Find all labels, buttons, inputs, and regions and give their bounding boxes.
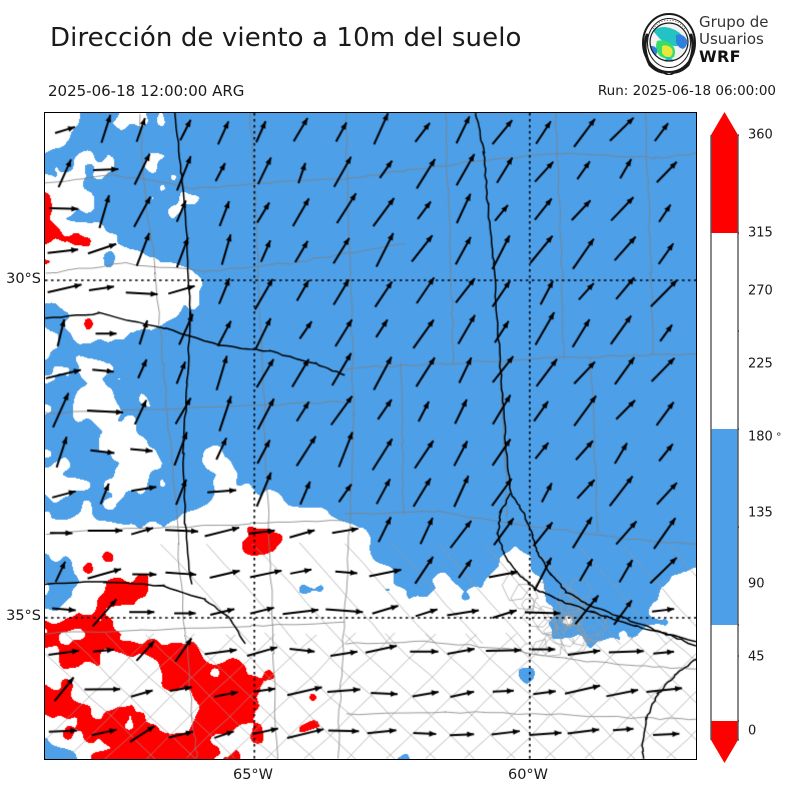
colorbar-tick-135: 135	[748, 505, 773, 521]
colorbar-tick-225: 225	[748, 356, 773, 372]
lon-tick-60w: 60°W	[507, 767, 549, 783]
colorbar	[710, 112, 739, 763]
page-title: Dirección de viento a 10m del suelo	[50, 23, 522, 53]
valid-time-label: 2025-06-18 12:00:00 ARG	[48, 82, 245, 100]
colorbar-tick-270: 270	[748, 283, 773, 299]
colorbar-tick-315: 315	[748, 225, 773, 241]
colorbar-unit-label: °	[776, 430, 782, 444]
lat-tick-35s: 35°S	[6, 608, 41, 624]
colorbar-tick-360: 360	[748, 127, 773, 143]
lat-tick-30s: 30°S	[6, 271, 41, 287]
lon-tick-65w: 65°W	[232, 767, 274, 783]
logo-line-1: Grupo de	[699, 13, 769, 31]
logo-line-2: Usuarios	[699, 30, 764, 48]
logo-line-3: WRF	[699, 47, 741, 66]
colorbar-tick-0: 0	[748, 723, 757, 739]
map-raster-canvas	[45, 113, 696, 759]
wrf-globe-emblem-icon	[640, 13, 698, 77]
model-run-label: Run: 2025-06-18 06:00:00	[597, 83, 776, 99]
logo-text-block: Grupo de Usuarios WRF	[699, 13, 769, 66]
wind-direction-map[interactable]	[44, 112, 697, 760]
colorbar-tick-90: 90	[748, 576, 765, 592]
wrf-user-group-logo: Grupo de Usuarios WRF	[640, 12, 790, 77]
colorbar-tick-45: 45	[748, 649, 765, 665]
colorbar-tick-180: 180	[748, 429, 773, 445]
